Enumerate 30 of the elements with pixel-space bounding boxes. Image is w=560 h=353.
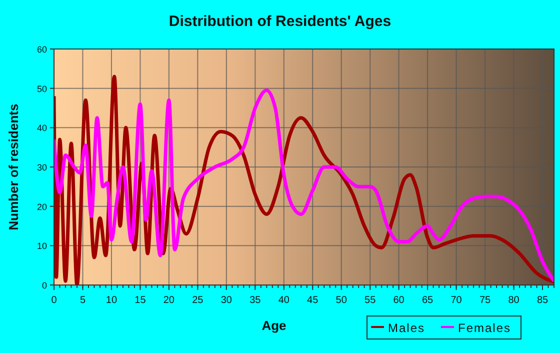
x-tick-label: 55 (364, 295, 376, 306)
y-tick-label: 60 (36, 44, 47, 54)
y-axis-title: Number of residents (6, 104, 21, 230)
y-tick-label: 50 (36, 84, 47, 94)
x-tick-label: 65 (422, 295, 434, 306)
x-tick-label: 35 (250, 295, 262, 306)
x-tick-label: 15 (134, 295, 146, 306)
y-tick-label: 40 (36, 123, 47, 134)
x-tick-label: 45 (307, 295, 319, 306)
x-tick-label: 70 (450, 295, 462, 306)
x-tick-label: 25 (192, 295, 204, 306)
x-tick-label: 40 (278, 295, 290, 306)
y-tick-label: 30 (36, 162, 47, 172)
y-tick-label: 0 (42, 280, 47, 290)
legend-label: Males (388, 321, 426, 335)
y-tick-label: 10 (36, 241, 47, 252)
x-tick-label: 80 (508, 295, 520, 306)
chart-title: Distribution of Residents' Ages (168, 13, 392, 30)
x-tick-label: 10 (106, 295, 118, 306)
x-tick-label: 75 (479, 295, 492, 306)
x-tick-label: 85 (536, 295, 549, 306)
x-tick-label: 0 (51, 295, 58, 306)
x-tick-label: 20 (163, 295, 175, 306)
legend-label: Females (458, 321, 512, 335)
x-axis-title: Age (262, 318, 286, 333)
x-tick-label: 50 (336, 295, 348, 306)
x-tick-label: 5 (80, 295, 86, 306)
y-tick-label: 20 (36, 202, 47, 212)
x-tick-label: 30 (220, 295, 232, 306)
x-tick-label: 60 (393, 295, 405, 306)
